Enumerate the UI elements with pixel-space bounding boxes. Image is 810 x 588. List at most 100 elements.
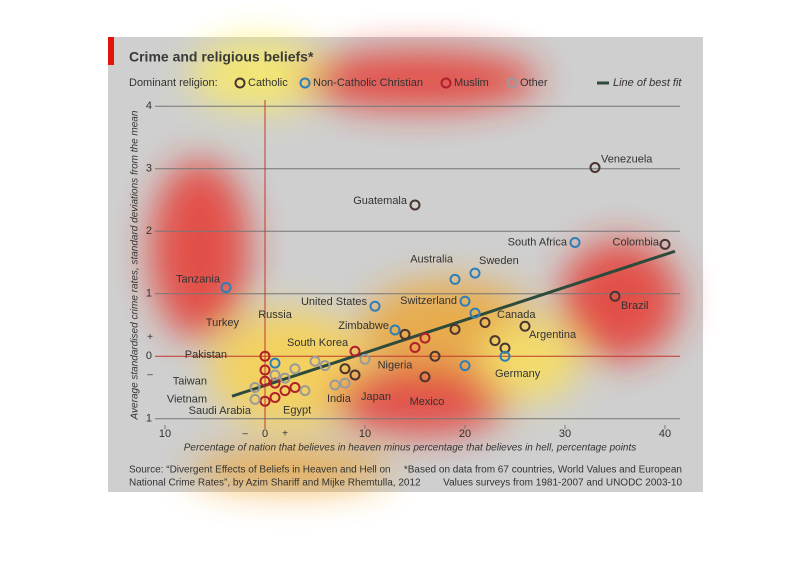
point-label: Tanzania <box>176 273 221 285</box>
point <box>519 320 531 332</box>
point <box>419 332 431 344</box>
point <box>589 162 601 173</box>
fit-line <box>231 249 676 398</box>
point-label: Russia <box>258 309 293 321</box>
point <box>469 267 481 279</box>
point <box>489 335 501 347</box>
x-tick-label: 10 <box>159 428 171 440</box>
y-tick-label: 1 <box>146 288 152 300</box>
point <box>269 357 281 369</box>
y-tick-label: 0 <box>146 350 152 362</box>
point <box>349 345 361 357</box>
point <box>269 392 281 403</box>
point-label: Switzerland <box>400 295 457 307</box>
axis-sign: – <box>242 429 248 440</box>
x-tick-label: 10 <box>359 428 371 440</box>
point <box>309 355 321 367</box>
red-tab <box>108 37 114 65</box>
point-label: Sweden <box>479 255 519 267</box>
point-label: Guatemala <box>353 195 408 207</box>
x-tick-label: 40 <box>659 428 671 440</box>
legend-label: Catholic <box>248 77 288 89</box>
point-label: Saudi Arabia <box>189 405 252 417</box>
point-label: Australia <box>410 253 454 265</box>
y-tick-label: 3 <box>146 163 152 175</box>
point <box>469 307 481 319</box>
point-label: Colombia <box>613 236 660 248</box>
point <box>329 379 341 391</box>
point <box>659 238 671 250</box>
point <box>249 393 261 405</box>
point <box>409 342 421 353</box>
point <box>299 385 311 397</box>
source-line: Source: “Divergent Effects of Beliefs in… <box>129 465 391 476</box>
y-axis-label: Average standardised crime rates, standa… <box>130 110 141 420</box>
point-label: Japan <box>361 391 391 403</box>
legend-title: Dominant religion: <box>129 77 218 89</box>
point <box>259 395 271 407</box>
point <box>259 375 271 387</box>
point <box>449 273 461 285</box>
point-label: Taiwan <box>173 375 207 387</box>
point <box>289 363 301 375</box>
point-label: Nigeria <box>378 359 414 371</box>
point <box>499 350 511 362</box>
point-label: United States <box>301 296 368 308</box>
x-tick-label: 30 <box>559 428 571 440</box>
footnote-line: *Based on data from 67 countries, World … <box>404 465 682 476</box>
point-label: Zimbabwe <box>338 320 389 332</box>
point-label: India <box>327 393 352 405</box>
footnote-line: Values surveys from 1981-2007 and UNODC … <box>443 478 682 489</box>
point-label: Mexico <box>410 396 445 408</box>
point <box>279 372 291 384</box>
point-label: Egypt <box>283 404 311 416</box>
chart-title: Crime and religious beliefs* <box>129 49 314 65</box>
point-label: Venezuela <box>601 153 653 165</box>
point <box>289 382 301 393</box>
axis-sign: + <box>147 332 153 343</box>
point <box>419 371 431 383</box>
legend-label: Other <box>520 77 548 89</box>
point-label: Germany <box>495 368 541 380</box>
point <box>259 364 271 376</box>
point <box>359 353 371 365</box>
point <box>269 369 281 381</box>
point <box>429 350 441 362</box>
point <box>389 324 401 336</box>
axis-sign: + <box>282 429 288 440</box>
source-line: National Crime Rates”, by Azim Shariff a… <box>129 478 421 489</box>
point <box>569 237 581 248</box>
point <box>349 369 361 381</box>
point <box>319 360 331 372</box>
point-label: Turkey <box>206 317 240 329</box>
legend-marker <box>299 77 311 89</box>
point-label: Argentina <box>529 329 577 341</box>
point <box>249 382 261 393</box>
y-tick-label: 2 <box>146 225 152 237</box>
legend-label: Non-Catholic Christian <box>313 77 423 89</box>
point <box>399 328 411 340</box>
legend-marker <box>440 77 452 89</box>
point <box>339 363 351 375</box>
y-tick-label: 4 <box>146 100 152 112</box>
point <box>220 282 232 293</box>
point-label: Pakistan <box>185 349 227 361</box>
y-tick-label: 1 <box>146 413 152 425</box>
heatmap-overlay <box>150 40 680 490</box>
legend-marker <box>234 77 246 89</box>
point <box>459 295 471 307</box>
legend-marker <box>506 77 518 89</box>
point <box>459 360 471 372</box>
point <box>479 317 491 328</box>
point-label: South Korea <box>287 337 349 349</box>
legend-label: Muslim <box>454 77 489 89</box>
point <box>339 377 351 389</box>
x-axis-label: Percentage of nation that believes in he… <box>184 443 637 454</box>
x-tick-label: 20 <box>459 428 471 440</box>
point <box>609 290 621 302</box>
point-label: South Africa <box>508 236 568 248</box>
point <box>279 385 291 397</box>
x-tick-label: 0 <box>262 428 268 440</box>
